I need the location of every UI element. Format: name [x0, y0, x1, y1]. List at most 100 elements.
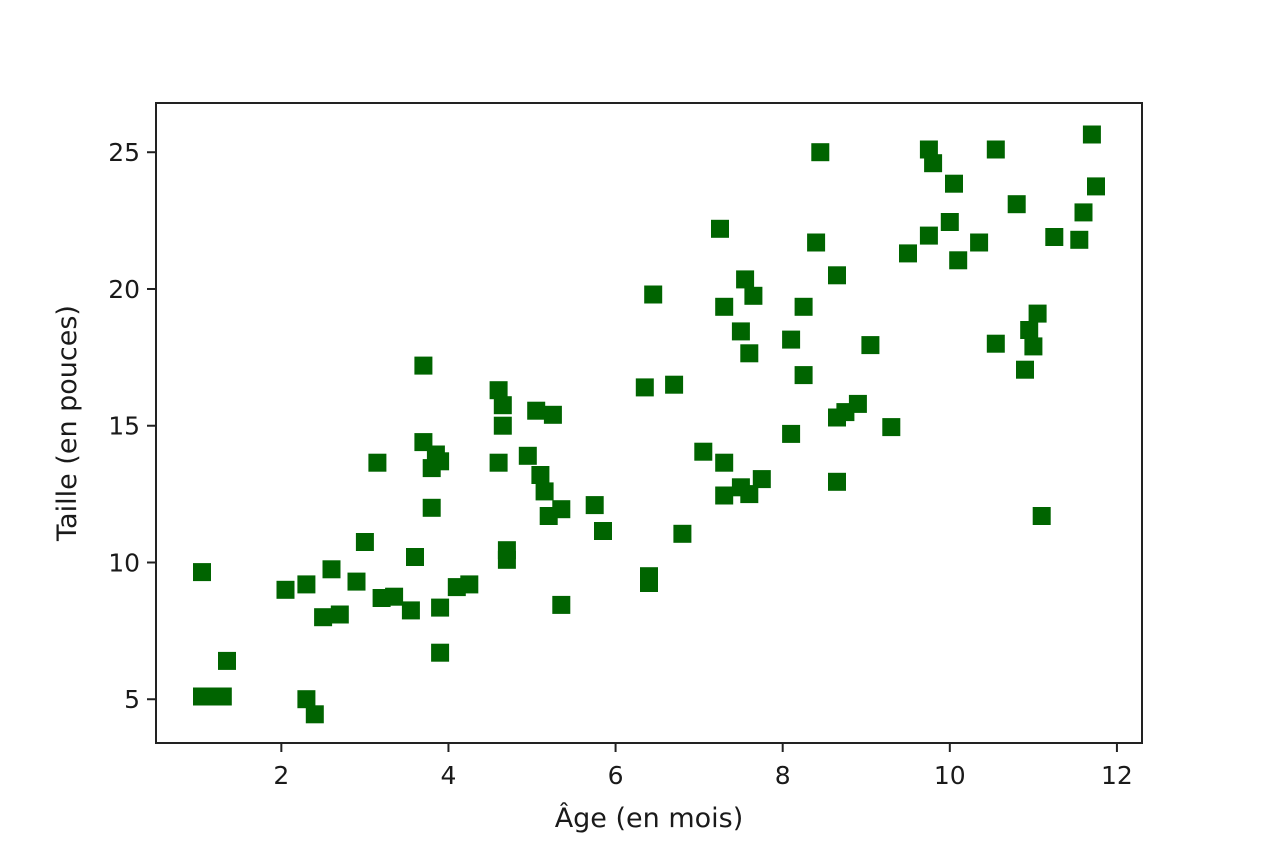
data-point-44	[594, 522, 612, 540]
data-point-36	[527, 401, 546, 420]
data-point-25	[431, 598, 450, 617]
data-point-94	[1074, 203, 1093, 222]
data-point-86	[1007, 195, 1026, 214]
data-point-0	[193, 563, 211, 582]
data-point-42	[552, 595, 571, 614]
data-point-13	[355, 533, 374, 551]
data-point-11	[330, 605, 349, 624]
data-point-80	[940, 213, 959, 231]
data-point-79	[924, 154, 943, 173]
data-point-75	[882, 418, 901, 437]
data-point-6	[297, 575, 316, 594]
data-point-78	[919, 140, 938, 159]
data-point-60	[740, 485, 759, 504]
data-point-35	[518, 446, 537, 465]
data-point-7	[297, 690, 316, 709]
data-point-70	[828, 472, 846, 491]
data-point-66	[794, 366, 813, 385]
data-point-93	[1070, 230, 1089, 249]
data-point-40	[543, 405, 562, 424]
data-point-88	[1020, 321, 1039, 339]
data-point-47	[640, 574, 658, 592]
data-point-21	[422, 498, 441, 517]
plot-background	[156, 103, 1142, 743]
data-point-59	[740, 344, 759, 363]
data-point-65	[794, 297, 813, 316]
data-point-63	[782, 330, 801, 349]
data-point-54	[715, 453, 734, 472]
data-point-43	[585, 496, 604, 515]
data-point-51	[694, 442, 713, 461]
data-point-91	[1032, 507, 1051, 525]
data-point-48	[644, 285, 663, 304]
data-point-55	[715, 486, 734, 505]
y-axis-title: Taille (en pouces)	[52, 305, 83, 542]
x-tick-label-0: 2	[273, 761, 289, 790]
data-point-92	[1045, 228, 1064, 246]
data-point-38	[535, 482, 554, 501]
data-point-14	[368, 453, 387, 472]
data-point-28	[460, 575, 479, 594]
data-point-32	[493, 416, 512, 435]
data-point-52	[711, 219, 729, 238]
data-point-61	[744, 286, 763, 305]
points-layer	[193, 125, 1105, 724]
data-point-85	[986, 334, 1005, 353]
data-point-82	[949, 251, 968, 270]
y-tick-label-2: 15	[108, 412, 140, 441]
data-point-24	[431, 452, 450, 471]
x-tick-label-1: 4	[441, 761, 457, 790]
data-point-16	[385, 587, 404, 606]
data-point-29	[489, 381, 508, 400]
data-point-90	[1028, 304, 1047, 323]
data-point-62	[752, 470, 771, 489]
data-point-67	[807, 233, 826, 252]
data-point-30	[489, 453, 508, 472]
data-point-81	[945, 174, 963, 193]
data-point-95	[1082, 125, 1101, 144]
data-point-77	[919, 226, 938, 245]
plot-frame	[155, 102, 1143, 744]
data-point-58	[736, 270, 755, 289]
data-point-37	[531, 466, 550, 484]
data-point-53	[715, 297, 734, 316]
data-point-31	[493, 396, 512, 415]
x-tick-label-3: 8	[775, 761, 791, 790]
y-tick-label-1: 10	[108, 548, 140, 577]
data-point-5	[276, 580, 295, 599]
data-point-12	[347, 572, 366, 591]
y-tick-label-0: 5	[124, 685, 140, 714]
data-point-73	[848, 394, 867, 413]
data-point-89	[1024, 337, 1043, 356]
data-point-9	[314, 608, 333, 627]
y-tick-label-3: 20	[108, 275, 140, 304]
data-point-96	[1087, 177, 1105, 196]
data-point-69	[828, 266, 846, 285]
data-point-68	[811, 143, 830, 162]
data-point-57	[731, 322, 750, 341]
data-point-49	[665, 375, 684, 394]
data-point-76	[899, 244, 917, 263]
y-axis: 5 10 15 20 25	[108, 138, 156, 714]
data-point-64	[782, 424, 801, 443]
data-point-18	[406, 548, 424, 566]
x-tick-label-5: 12	[1101, 761, 1133, 790]
data-point-50	[673, 524, 692, 543]
x-tick-label-2: 6	[608, 761, 624, 790]
data-point-3	[213, 687, 232, 706]
x-axis-title: Âge (en mois)	[555, 802, 744, 834]
data-point-4	[218, 651, 236, 670]
x-tick-label-4: 10	[934, 761, 966, 790]
data-point-74	[861, 336, 880, 355]
x-axis: 2 4 6 8 10 12	[273, 743, 1133, 790]
data-point-87	[1016, 360, 1034, 379]
data-point-34	[497, 541, 516, 560]
data-point-19	[414, 356, 433, 375]
data-point-45	[635, 378, 654, 397]
data-point-10	[322, 560, 341, 579]
y-tick-label-4: 25	[108, 138, 140, 167]
data-point-41	[552, 500, 571, 519]
data-point-83	[970, 233, 989, 252]
data-point-8	[305, 705, 324, 724]
